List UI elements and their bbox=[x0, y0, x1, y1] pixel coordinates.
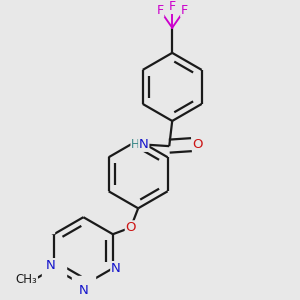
Bar bbox=[71, 276, 95, 297]
Text: O: O bbox=[125, 221, 136, 234]
Text: N: N bbox=[111, 262, 121, 275]
Bar bbox=[18, 215, 54, 233]
Bar bbox=[42, 260, 66, 277]
Text: N: N bbox=[46, 259, 56, 272]
Text: H: H bbox=[131, 138, 140, 151]
Text: CH₃: CH₃ bbox=[16, 273, 37, 286]
Text: F: F bbox=[169, 0, 176, 13]
Text: N: N bbox=[79, 283, 88, 296]
Text: N: N bbox=[139, 138, 149, 151]
Text: F: F bbox=[181, 4, 188, 17]
Text: N: N bbox=[79, 284, 88, 297]
Text: O: O bbox=[193, 138, 203, 151]
Text: F: F bbox=[156, 4, 164, 17]
